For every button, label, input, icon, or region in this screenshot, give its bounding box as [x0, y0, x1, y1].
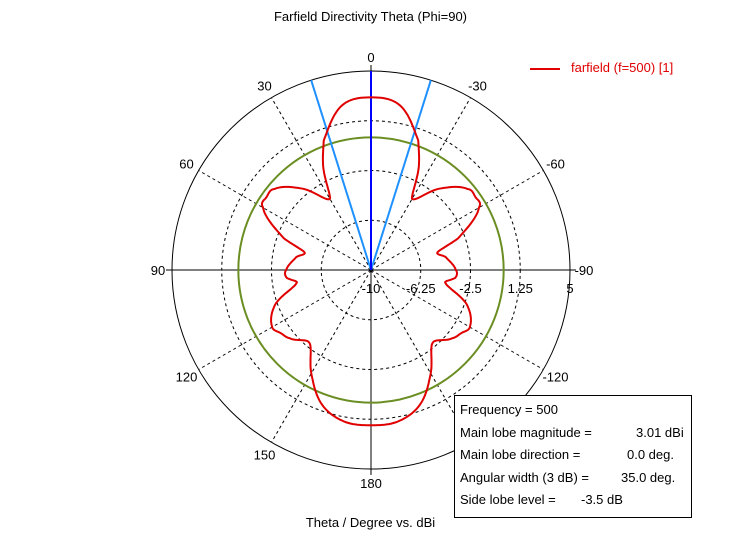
info-sidelobe-value: -3.5 dB [581, 492, 623, 507]
grid-spoke [370, 97, 471, 271]
beamwidth-line [310, 79, 372, 271]
info-width-value: 35.0 deg. [621, 469, 676, 485]
info-frequency: Frequency = 500 [460, 402, 558, 417]
info-sidelobe-label: Side lobe level = [460, 492, 556, 507]
angle-tick-label: 120 [176, 370, 198, 385]
legend-label: farfield (f=500) [1] [571, 60, 674, 75]
radial-tick-label: 1.25 [508, 281, 533, 296]
info-box: Frequency = 500 Main lobe magnitude = 3.0… [454, 395, 692, 518]
angle-tick-label: -30 [468, 79, 487, 94]
info-direction-label: Main lobe direction = [460, 447, 581, 462]
angle-tick-label: 30 [257, 79, 271, 94]
chart-title: Farfield Directivity Theta (Phi=90) [273, 9, 468, 24]
legend-swatch [530, 68, 560, 70]
radial-tick-label: -6.25 [406, 281, 436, 296]
angle-tick-label: 90 [151, 263, 165, 278]
angle-tick-label: -90 [575, 263, 594, 278]
angle-tick-label: 60 [179, 157, 193, 172]
info-direction-value: 0.0 deg. [627, 447, 674, 462]
radial-tick-label: -2.5 [459, 281, 481, 296]
grid-spoke [271, 269, 372, 443]
angle-tick-label: 150 [254, 447, 276, 462]
radial-tick-label: 5 [566, 281, 573, 296]
info-magnitude-value: 3.01 dBi [636, 424, 684, 440]
angle-tick-label: 0 [367, 50, 374, 65]
info-magnitude-label: Main lobe magnitude = [460, 424, 592, 440]
x-axis-label: Theta / Degree vs. dBi [305, 515, 436, 530]
angle-tick-label: 180 [360, 476, 382, 491]
beamwidth-line [370, 79, 432, 271]
info-width-label: Angular width (3 dB) = [460, 469, 589, 485]
angle-tick-label: -60 [546, 157, 565, 172]
radial-tick-label: -10 [362, 281, 381, 296]
series-line [261, 96, 481, 427]
angle-tick-label: -120 [542, 370, 568, 385]
